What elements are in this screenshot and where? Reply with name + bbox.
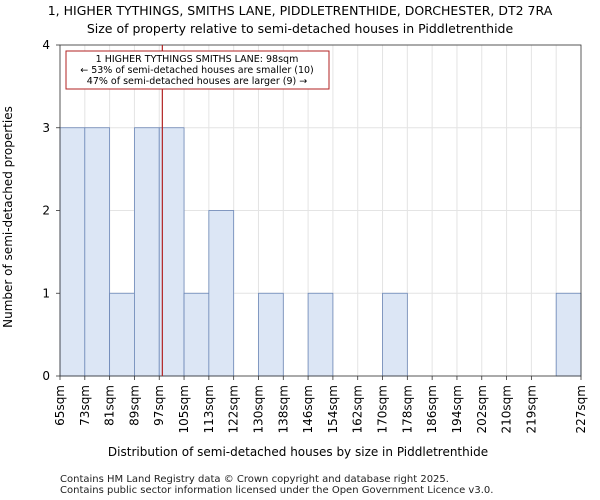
y-tick-label: 2	[42, 204, 50, 218]
bar-113sqm	[208, 210, 235, 377]
x-tick-label: 65sqm	[53, 385, 67, 426]
bar-105sqm	[183, 292, 210, 377]
x-tick-label: 122sqm	[227, 385, 241, 433]
x-tick-label: 130sqm	[251, 385, 265, 433]
x-tick-label: 138sqm	[276, 385, 290, 433]
footer-line-1: Contains HM Land Registry data © Crown c…	[60, 474, 449, 485]
annotation-line-3: 47% of semi-detached houses are larger (…	[87, 76, 307, 87]
x-tick-label: 97sqm	[152, 385, 166, 426]
y-axis-label: Number of semi-detached properties	[1, 106, 15, 328]
x-tick-label: 219sqm	[524, 385, 538, 433]
annotation-line-2: ← 53% of semi-detached houses are smalle…	[80, 65, 314, 76]
x-tick-label: 202sqm	[475, 385, 489, 433]
footer-line-2: Contains public sector information licen…	[60, 485, 494, 496]
y-axis: 0 1 2 3 4	[42, 38, 60, 383]
x-tick-label: 186sqm	[425, 385, 439, 433]
y-tick-label: 1	[42, 286, 50, 300]
annotation-line-1: 1 HIGHER TYTHINGS SMITHS LANE: 98sqm	[96, 54, 299, 65]
x-tick-label: 89sqm	[127, 385, 141, 426]
x-tick-label: 194sqm	[450, 385, 464, 433]
y-tick-label: 0	[42, 369, 50, 383]
y-tick-label: 3	[42, 121, 50, 135]
bar-146sqm	[307, 292, 334, 377]
x-tick-label: 227sqm	[574, 385, 588, 433]
bar-73sqm	[84, 127, 111, 377]
x-tick-label: 146sqm	[301, 385, 315, 433]
bars	[59, 127, 582, 377]
x-tick-label: 162sqm	[351, 385, 365, 433]
bar-97sqm	[158, 127, 185, 377]
bar-65sqm	[59, 127, 86, 377]
x-tick-label: 81sqm	[103, 385, 117, 426]
x-tick-label: 105sqm	[177, 385, 191, 433]
chart-subtitle: Size of property relative to semi-detach…	[86, 21, 514, 36]
x-tick-label: 73sqm	[78, 385, 92, 426]
x-tick-label: 210sqm	[500, 385, 514, 433]
x-axis: 65sqm 73sqm 81sqm 89sqm 97sqm 105sqm 113sqm 122…	[53, 376, 588, 433]
bar-170sqm	[382, 292, 408, 377]
bar-81sqm	[109, 292, 135, 377]
x-tick-label: 113sqm	[202, 385, 216, 433]
x-axis-label: Distribution of semi-detached houses by …	[108, 445, 488, 459]
bar-89sqm	[134, 127, 160, 377]
y-tick-label: 4	[42, 38, 50, 52]
x-tick-label: 154sqm	[326, 385, 340, 433]
annotation-box: 1 HIGHER TYTHINGS SMITHS LANE: 98sqm ← 5…	[65, 50, 330, 90]
x-tick-label: 178sqm	[400, 385, 414, 433]
bar-227sqm	[555, 292, 582, 377]
x-tick-label: 170sqm	[376, 385, 390, 433]
chart-title: 1, HIGHER TYTHINGS, SMITHS LANE, PIDDLET…	[47, 3, 553, 18]
bar-130sqm	[258, 292, 284, 377]
